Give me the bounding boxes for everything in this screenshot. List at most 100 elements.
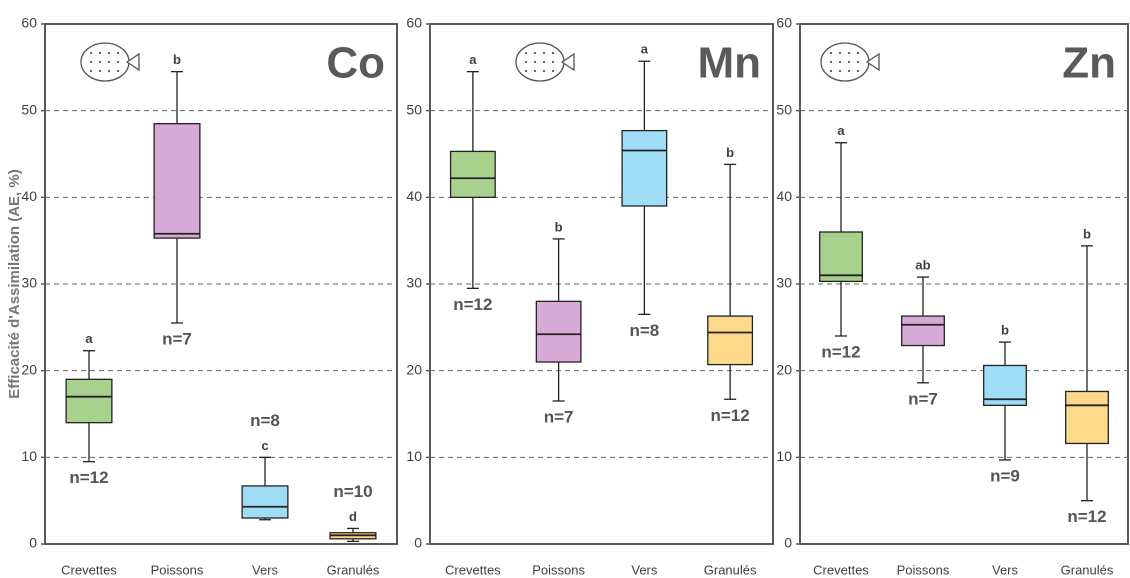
- fish-icon: [80, 42, 130, 82]
- fish-icon: [838, 51, 842, 55]
- y-tick-label: 30: [406, 275, 422, 291]
- box: [1065, 390, 1109, 445]
- fish-icon: [116, 60, 120, 64]
- plot-frame: [44, 23, 398, 545]
- n-label: n=7: [544, 407, 574, 426]
- y-tick-label: 30: [21, 275, 37, 291]
- group-letter: ab: [915, 258, 930, 273]
- fish-icon: [847, 51, 851, 55]
- y-tick-label: 40: [21, 188, 37, 204]
- n-label: n=12: [69, 468, 108, 487]
- group-letter: d: [349, 509, 357, 524]
- plot-frame: [429, 23, 774, 545]
- box: [819, 231, 863, 283]
- group-letter: a: [641, 42, 649, 57]
- group-letter: a: [469, 52, 477, 67]
- group-letter: c: [261, 438, 268, 453]
- group-letter: b: [173, 52, 181, 67]
- fish-icon: [107, 60, 111, 64]
- fish-icon: [98, 51, 102, 55]
- x-tick-label: Poissons: [532, 562, 585, 577]
- group-letter: b: [1083, 226, 1091, 241]
- n-label: n=7: [908, 389, 938, 408]
- y-tick-label: 30: [776, 275, 792, 291]
- x-tick-label: Granulés: [327, 562, 380, 577]
- group-letter: a: [837, 123, 845, 138]
- fish-icon: [533, 69, 537, 73]
- n-label: n=8: [250, 411, 280, 430]
- fish-icon: [524, 60, 528, 64]
- y-tick-label: 60: [776, 15, 792, 31]
- group-letter: a: [85, 331, 93, 346]
- y-tick-label: 40: [406, 188, 422, 204]
- fish-icon: [515, 42, 565, 82]
- fish-icon: [89, 69, 93, 73]
- y-tick-label: 10: [21, 448, 37, 464]
- fish-icon: [847, 69, 851, 73]
- box: [621, 129, 668, 207]
- fish-icon: [542, 69, 546, 73]
- panel-title: Mn: [697, 39, 761, 88]
- n-label: n=12: [1067, 507, 1106, 526]
- fish-icon: [829, 69, 833, 73]
- box: [535, 300, 582, 363]
- fish-icon: [820, 42, 870, 82]
- x-tick-label: Poissons: [897, 562, 950, 577]
- fish-icon: [856, 69, 860, 73]
- box: [65, 378, 113, 424]
- y-tick-label: 40: [776, 188, 792, 204]
- group-letter: b: [726, 145, 734, 160]
- x-tick-label: Crevettes: [61, 562, 117, 577]
- fish-icon: [560, 52, 575, 72]
- box: [707, 315, 754, 366]
- fish-icon: [551, 60, 555, 64]
- fish-icon: [98, 69, 102, 73]
- fish-icon: [524, 69, 528, 73]
- n-label: n=8: [629, 321, 659, 340]
- x-tick-label: Granulés: [704, 562, 757, 577]
- fish-icon: [542, 51, 546, 55]
- panel-title: Zn: [1062, 39, 1116, 88]
- fish-icon: [856, 51, 860, 55]
- fish-icon: [98, 60, 102, 64]
- fish-icon: [551, 51, 555, 55]
- fish-icon: [107, 51, 111, 55]
- box: [449, 150, 496, 198]
- y-tick-label: 60: [406, 15, 422, 31]
- y-tick-label: 0: [784, 535, 792, 551]
- fish-icon: [524, 51, 528, 55]
- y-axis-label: Efficacité d'Assimilation (AE, %): [6, 169, 23, 398]
- fish-icon: [856, 60, 860, 64]
- y-tick-label: 20: [406, 361, 422, 377]
- x-tick-label: Vers: [631, 562, 658, 577]
- fish-icon: [116, 69, 120, 73]
- y-tick-label: 0: [414, 535, 422, 551]
- x-tick-label: Granulés: [1061, 562, 1114, 577]
- y-tick-label: 0: [29, 535, 37, 551]
- fish-icon: [533, 51, 537, 55]
- n-label: n=10: [333, 482, 372, 501]
- fish-icon: [89, 60, 93, 64]
- fish-icon: [551, 69, 555, 73]
- x-tick-label: Crevettes: [813, 562, 869, 577]
- x-tick-label: Vers: [992, 562, 1019, 577]
- fish-icon: [125, 52, 140, 72]
- y-tick-label: 60: [21, 15, 37, 31]
- n-label: n=12: [821, 342, 860, 361]
- y-tick-label: 50: [21, 101, 37, 117]
- group-letter: b: [1001, 323, 1009, 338]
- plot-frame: [799, 23, 1129, 545]
- box: [153, 123, 201, 239]
- fish-icon: [847, 60, 851, 64]
- box: [901, 315, 945, 347]
- x-tick-label: Poissons: [151, 562, 204, 577]
- n-label: n=9: [990, 466, 1020, 485]
- fish-icon: [838, 69, 842, 73]
- fish-icon: [116, 51, 120, 55]
- y-tick-label: 50: [776, 101, 792, 117]
- y-tick-label: 10: [776, 448, 792, 464]
- panel-title: Co: [326, 39, 385, 88]
- n-label: n=12: [711, 406, 750, 425]
- y-tick-label: 20: [21, 361, 37, 377]
